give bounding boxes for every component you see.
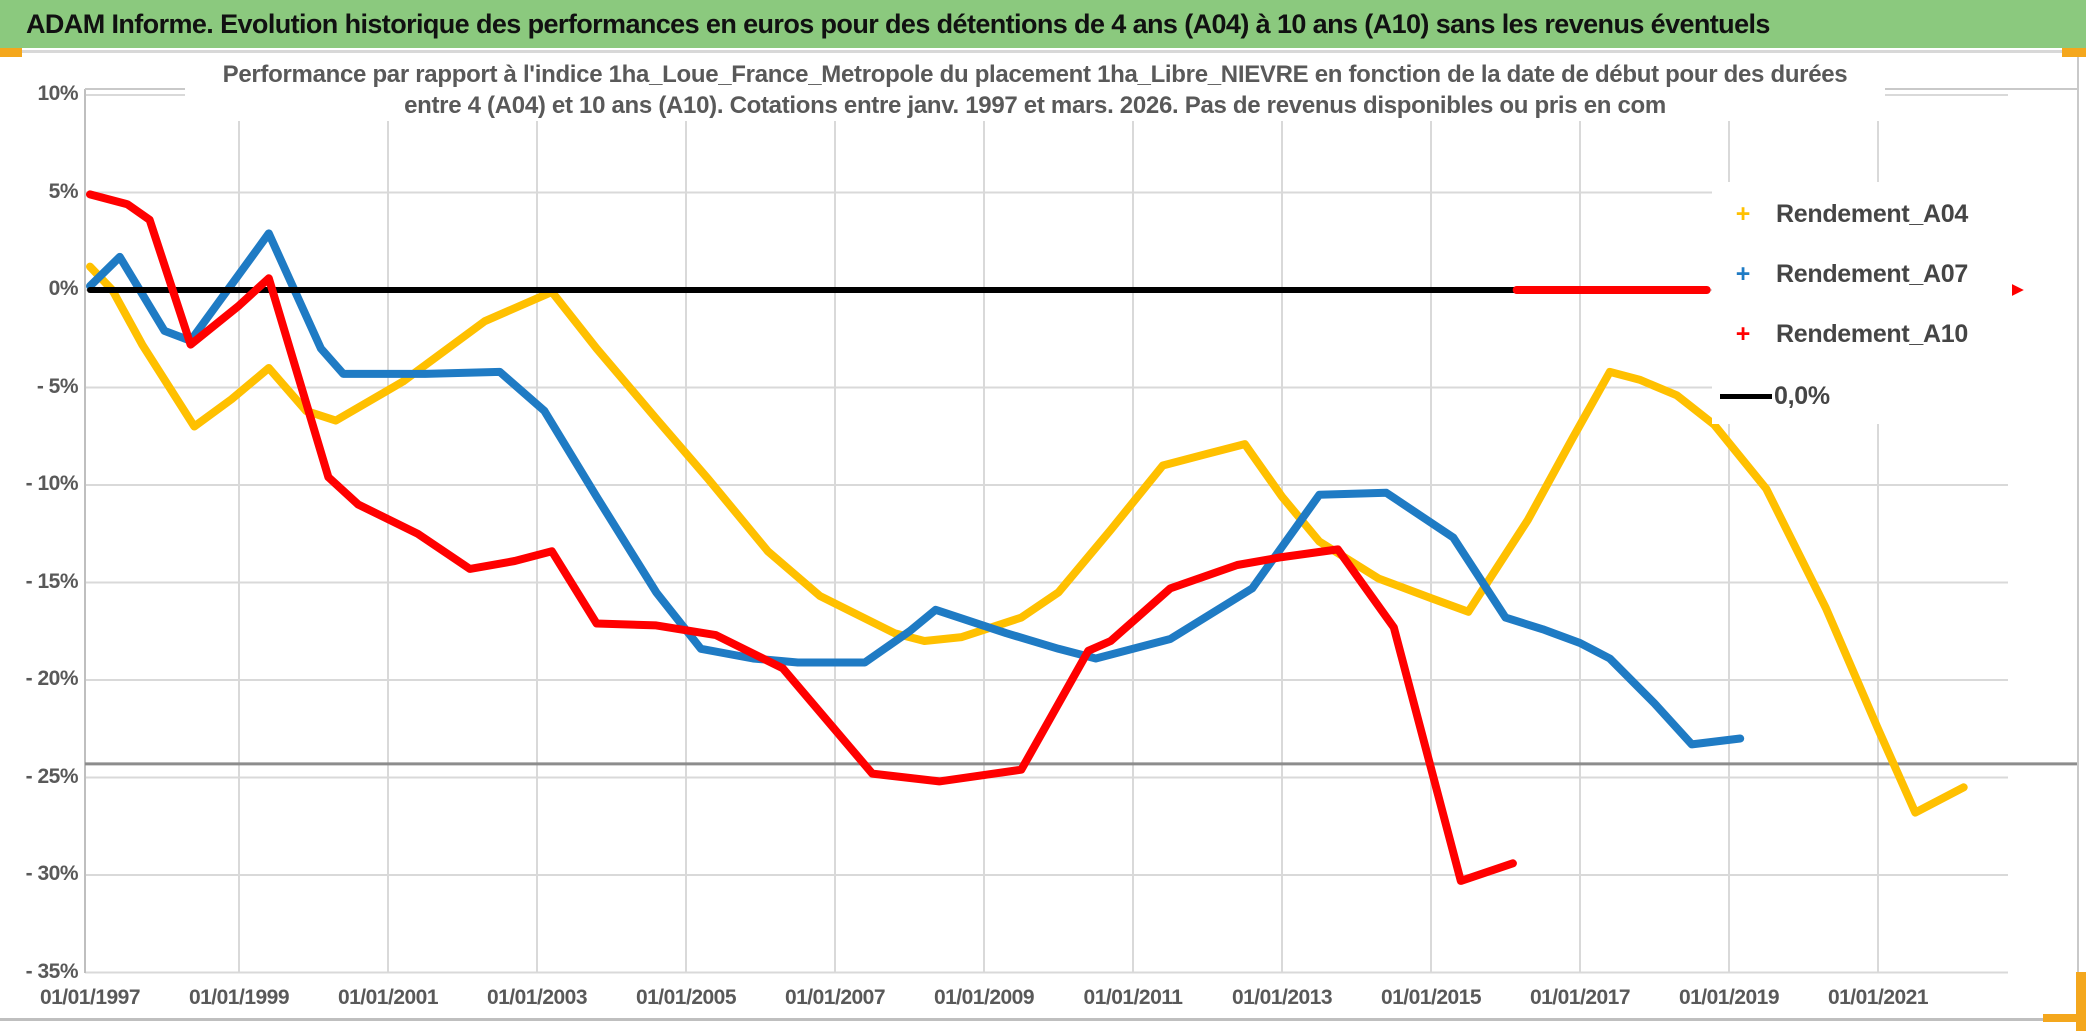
y-tick-label: 5% [48,179,79,203]
page-title: ADAM Informe. Evolution historique des p… [26,8,1770,39]
x-tick-label: 01/01/2013 [1231,986,1333,1009]
series-Rendement_A04[interactable] [86,262,1968,817]
y-tick-label: 10% [37,82,78,105]
y-tick-label: - 15% [25,569,79,593]
x-tick-label: 01/01/1997 [39,986,141,1009]
x-tick-label: 01/01/2007 [784,986,886,1009]
legend[interactable]: + Rendement_A04 + Rendement_A07 + Rendement_A… [1712,182,2012,424]
x-tick-label: 01/01/1999 [188,986,290,1009]
bottom-cell-border [0,1018,2048,1021]
chart-right-border [2077,57,2079,1015]
x-tick-label: 01/01/2003 [486,986,588,1009]
legend-plus-marker-icon: + [1735,259,1751,288]
y-tick-label: - 20% [25,667,79,690]
selection-strip [0,48,2086,58]
legend-line-marker-icon [1720,393,1772,399]
chart-title: Performance par rapport à l'indice 1ha_L… [185,59,1885,121]
selection-handle-right-edge-icon[interactable] [2076,972,2086,1031]
selection-handle-bottom-right-icon[interactable] [2043,1014,2086,1022]
y-tick-label: - 10% [25,472,79,495]
series-end-marker-icon [2009,283,2024,297]
legend-label: 0,0% [1774,381,1830,410]
y-tick-label: - 30% [25,862,79,885]
x-tick-label: 01/01/2021 [1827,986,1929,1009]
selection-handle-top-right-icon[interactable] [2062,48,2086,57]
y-tick-label: 0% [48,277,79,300]
x-tick-label: 01/01/2009 [933,986,1035,1009]
y-tick-label: - 35% [25,959,79,983]
chart-title-line1: Performance par rapport à l'indice 1ha_L… [222,61,1848,88]
x-tick-label: 01/01/2005 [635,986,737,1009]
legend-item-0-0-[interactable]: 0,0% [1712,372,2012,420]
x-tick-label: 01/01/2011 [1083,986,1183,1009]
legend-item-rendement-a10[interactable]: + Rendement_A10 [1712,310,2012,358]
x-tick-label: 01/01/2019 [1678,986,1780,1009]
x-tick-label: 01/01/2015 [1380,986,1482,1009]
legend-item-rendement-a07[interactable]: + Rendement_A07 [1712,250,2012,298]
y-tick-label: - 5% [36,374,79,398]
row-divider [22,50,2062,53]
selection-handle-top-left-icon[interactable] [0,48,22,57]
legend-item-rendement-a04[interactable]: + Rendement_A04 [1712,190,2012,238]
chart-title-line2: entre 4 (A04) et 10 ans (A10). Cotations… [404,92,1666,119]
legend-plus-marker-icon: + [1735,319,1751,348]
x-tick-label: 01/01/2017 [1529,986,1631,1009]
title-bar[interactable]: ADAM Informe. Evolution historique des p… [0,0,2086,48]
legend-plus-marker-icon: + [1735,199,1751,228]
legend-label: Rendement_A04 [1776,199,1968,228]
x-tick-label: 01/01/2001 [337,986,439,1009]
series-Rendement_A10[interactable] [86,190,1517,885]
legend-label: Rendement_A10 [1776,319,1968,348]
legend-label: Rendement_A07 [1776,259,1968,288]
y-tick-label: - 25% [25,764,79,788]
